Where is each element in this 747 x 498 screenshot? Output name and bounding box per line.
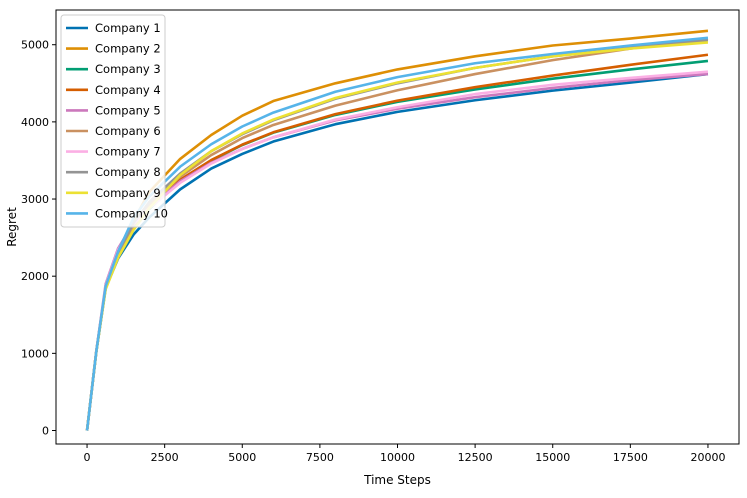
x-tick-label: 10000 (380, 451, 415, 464)
series-line-company-8 (85, 38, 709, 431)
series-line-company-6 (85, 37, 709, 431)
y-tick-label: 4000 (21, 116, 49, 129)
series-line-company-7 (85, 70, 709, 431)
x-tick-label: 5000 (228, 451, 256, 464)
legend-entry-company-7: Company 7 (95, 145, 161, 159)
legend-entry-company-10: Company 10 (95, 206, 168, 220)
x-axis-label: Time Steps (363, 473, 431, 487)
y-tick-label: 1000 (21, 347, 49, 360)
series-line-company-10 (85, 36, 709, 431)
y-tick-label: 2000 (21, 270, 49, 283)
x-tick-label: 15000 (535, 451, 570, 464)
series-line-company-1 (85, 72, 709, 431)
legend-entry-company-8: Company 8 (95, 165, 161, 179)
x-tick-label: 0 (84, 451, 91, 464)
y-tick-label: 5000 (21, 39, 49, 52)
y-axis-label: Regret (5, 207, 19, 247)
x-axis: 0 2500 5000 7500 10000 12500 15000 17500 20000 (84, 444, 725, 464)
x-tick-label: 20000 (690, 451, 725, 464)
legend-entry-company-1: Company 1 (95, 21, 161, 35)
y-tick-label: 0 (42, 424, 49, 437)
legend-entry-company-6: Company 6 (95, 124, 161, 138)
legend-entry-company-4: Company 4 (95, 83, 161, 97)
x-tick-label: 2500 (151, 451, 179, 464)
x-tick-label: 7500 (306, 451, 334, 464)
legend-entry-company-2: Company 2 (95, 42, 161, 56)
series-lines (85, 29, 709, 431)
legend: Company 1 Company 2 Company 3 Company 4 Comp… (60, 14, 168, 228)
x-tick-label: 17500 (613, 451, 648, 464)
y-axis: 0 1000 2000 3000 4000 5000 (21, 39, 56, 437)
legend-entry-company-5: Company 5 (95, 103, 161, 117)
legend-entry-company-9: Company 9 (95, 186, 161, 200)
y-tick-label: 3000 (21, 193, 49, 206)
series-line-company-3 (85, 59, 709, 431)
x-tick-label: 12500 (458, 451, 493, 464)
series-line-company-5 (85, 72, 709, 431)
legend-entry-company-3: Company 3 (95, 62, 161, 76)
